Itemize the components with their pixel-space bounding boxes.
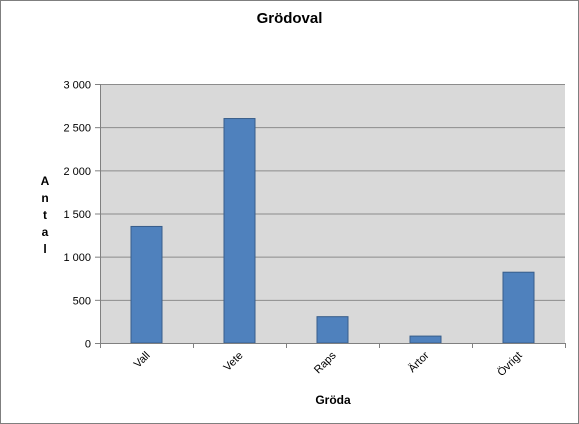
y-tick-label: 1 000 bbox=[63, 252, 91, 264]
y-tick-label: 3 000 bbox=[63, 80, 91, 92]
y-tick-label: 2 500 bbox=[63, 123, 91, 135]
x-tick-label: Ärtor bbox=[406, 349, 432, 375]
y-tick-label: 2 000 bbox=[63, 166, 91, 178]
y-tick-label: 1 500 bbox=[63, 209, 91, 221]
y-axis-label-letter: a bbox=[42, 225, 49, 239]
x-tick-label: Vete bbox=[222, 350, 246, 374]
y-tick-label: 500 bbox=[73, 295, 91, 307]
x-tick-label: Vall bbox=[132, 350, 153, 371]
axes bbox=[100, 84, 566, 348]
x-tick-label: Övrigt bbox=[495, 350, 524, 379]
gridlines bbox=[95, 84, 565, 344]
x-tick-label: Raps bbox=[312, 349, 339, 376]
bar-raps bbox=[316, 316, 349, 344]
bar-övrigt bbox=[502, 271, 535, 344]
bar-vete bbox=[223, 118, 256, 344]
y-tick-label: 0 bbox=[85, 339, 91, 351]
bars bbox=[130, 118, 535, 344]
y-axis-label-letter: l bbox=[43, 242, 46, 256]
y-axis-label-letter: n bbox=[41, 191, 48, 205]
bar-ärtor bbox=[409, 335, 442, 344]
chart-title: Grödoval bbox=[256, 10, 323, 27]
x-axis-label: Gröda bbox=[315, 393, 351, 407]
y-axis-label-letter: t bbox=[43, 208, 47, 222]
x-tick-labels: Vall Vete Raps Ärtor Övrigt bbox=[132, 349, 525, 379]
y-tick-labels: 0 500 1 000 1 500 2 000 2 500 3 000 bbox=[63, 80, 91, 351]
bar-vall bbox=[130, 225, 163, 344]
y-axis-label-letter: A bbox=[41, 174, 50, 188]
